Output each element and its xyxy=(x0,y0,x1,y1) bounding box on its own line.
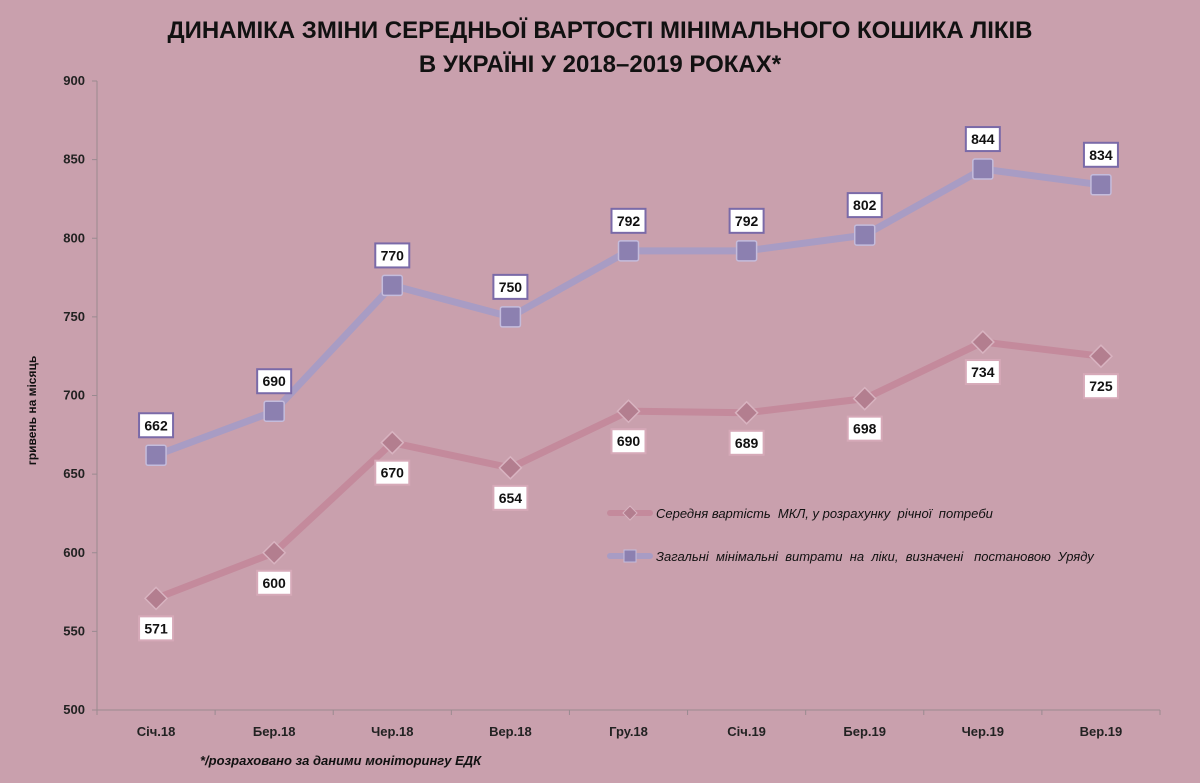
data-label: 725 xyxy=(1089,378,1113,394)
data-label: 792 xyxy=(617,213,641,229)
y-axis-title: гривень на місяць xyxy=(25,356,39,465)
series-2-point xyxy=(1090,174,1112,196)
data-label-box xyxy=(846,415,883,442)
y-tick-label: 650 xyxy=(63,466,85,481)
legend-entry-2: Загальні мінімальні витрати на ліки, виз… xyxy=(656,549,1095,564)
x-tick-label: Бер.19 xyxy=(843,724,886,739)
data-label-box xyxy=(610,207,647,234)
series-1-point xyxy=(262,540,287,565)
data-label: 690 xyxy=(262,373,286,389)
y-tick-label: 700 xyxy=(63,388,85,403)
legend-entry-1: Середня вартість МКЛ, у розрахунку річно… xyxy=(656,506,993,521)
y-tick-label: 600 xyxy=(63,545,85,560)
data-label: 571 xyxy=(144,620,168,636)
data-label: 690 xyxy=(617,433,641,449)
data-label: 662 xyxy=(144,417,168,433)
series-1-point xyxy=(498,455,523,480)
data-label-box xyxy=(256,569,293,596)
data-label: 698 xyxy=(853,421,877,437)
data-label-box xyxy=(964,359,1001,386)
data-labels: 571 600 670 654 690 689 698 734 725 662 690 770 750 7… xyxy=(138,126,1119,642)
series-2-point xyxy=(263,400,285,422)
series-1-point xyxy=(734,400,759,425)
data-label: 834 xyxy=(1089,147,1113,163)
data-label-box xyxy=(256,368,293,395)
x-tick-label: Січ.18 xyxy=(137,724,176,739)
y-tick-label: 750 xyxy=(63,309,85,324)
x-tick-label: Бер.18 xyxy=(253,724,296,739)
y-tick-label: 500 xyxy=(63,702,85,717)
series-2-point xyxy=(735,240,758,262)
data-label: 844 xyxy=(971,131,995,147)
data-label: 689 xyxy=(735,435,759,451)
footnote: */розраховано за даними моніторингу ЕДК xyxy=(200,753,482,768)
x-tick-label: Вер.18 xyxy=(489,724,532,739)
x-tick-label: Вер.19 xyxy=(1080,724,1123,739)
data-label: 734 xyxy=(971,364,995,380)
data-label: 802 xyxy=(853,197,877,213)
data-label: 770 xyxy=(381,247,405,263)
chart-title-line-1: ДИНАМІКА ЗМІНИ СЕРЕДНЬОЇ ВАРТОСТІ МІНІМА… xyxy=(167,17,1032,44)
series-2-point xyxy=(145,444,167,467)
series-1-point xyxy=(143,586,169,611)
data-label-box xyxy=(728,207,765,234)
x-tick-label: Чер.19 xyxy=(962,724,1004,739)
series-1-point xyxy=(616,399,641,424)
data-label-box xyxy=(374,459,411,486)
series-1-point xyxy=(1088,344,1114,369)
series-2-point xyxy=(617,240,640,262)
chart-title: ДИНАМІКА ЗМІНИ СЕРЕДНЬОЇ ВАРТОСТІ МІНІМА… xyxy=(167,17,1032,78)
data-label-box xyxy=(846,192,883,219)
series-1-point xyxy=(970,329,995,355)
series-2-point xyxy=(972,158,994,180)
series-1-point xyxy=(852,386,877,411)
y-tick-label: 850 xyxy=(63,152,85,167)
chart-title-line-2: В УКРАЇНІ У 2018–2019 РОКАХ* xyxy=(419,51,782,78)
data-label: 792 xyxy=(735,213,759,229)
y-tick-label: 800 xyxy=(63,230,85,245)
data-label-box xyxy=(728,429,765,456)
x-tick-label: Чер.18 xyxy=(371,724,413,739)
legend-marker-diamond xyxy=(622,505,638,521)
chart-axes: 500 550 600 650 700 750 800 850 900 Січ.18 Бер.18 Ч… xyxy=(25,73,1161,739)
x-tick-label: Гру.18 xyxy=(609,724,648,739)
series-2-point xyxy=(381,274,404,297)
series-1-point xyxy=(380,430,405,455)
legend-marker-square xyxy=(623,549,637,563)
x-tick-label: Січ.19 xyxy=(727,724,766,739)
data-label-box xyxy=(138,615,175,642)
chart-series xyxy=(143,158,1114,611)
series-2-point xyxy=(499,306,522,328)
data-label: 670 xyxy=(381,465,405,481)
y-tick-label: 550 xyxy=(63,623,85,638)
data-label-box xyxy=(610,428,647,455)
series-2-point xyxy=(853,224,876,246)
data-label-box xyxy=(492,484,529,511)
data-label: 654 xyxy=(499,490,523,506)
data-label-box xyxy=(374,242,411,269)
data-label-box xyxy=(1082,141,1119,168)
chart-legend: Середня вартість МКЛ, у розрахунку річно… xyxy=(607,505,1095,564)
data-label-box xyxy=(964,126,1001,153)
y-tick-label: 900 xyxy=(63,73,85,88)
data-label-box xyxy=(1082,373,1119,400)
data-label: 750 xyxy=(499,279,523,295)
data-label-box xyxy=(492,273,529,300)
data-label-box xyxy=(138,412,175,439)
data-label: 600 xyxy=(262,575,286,591)
